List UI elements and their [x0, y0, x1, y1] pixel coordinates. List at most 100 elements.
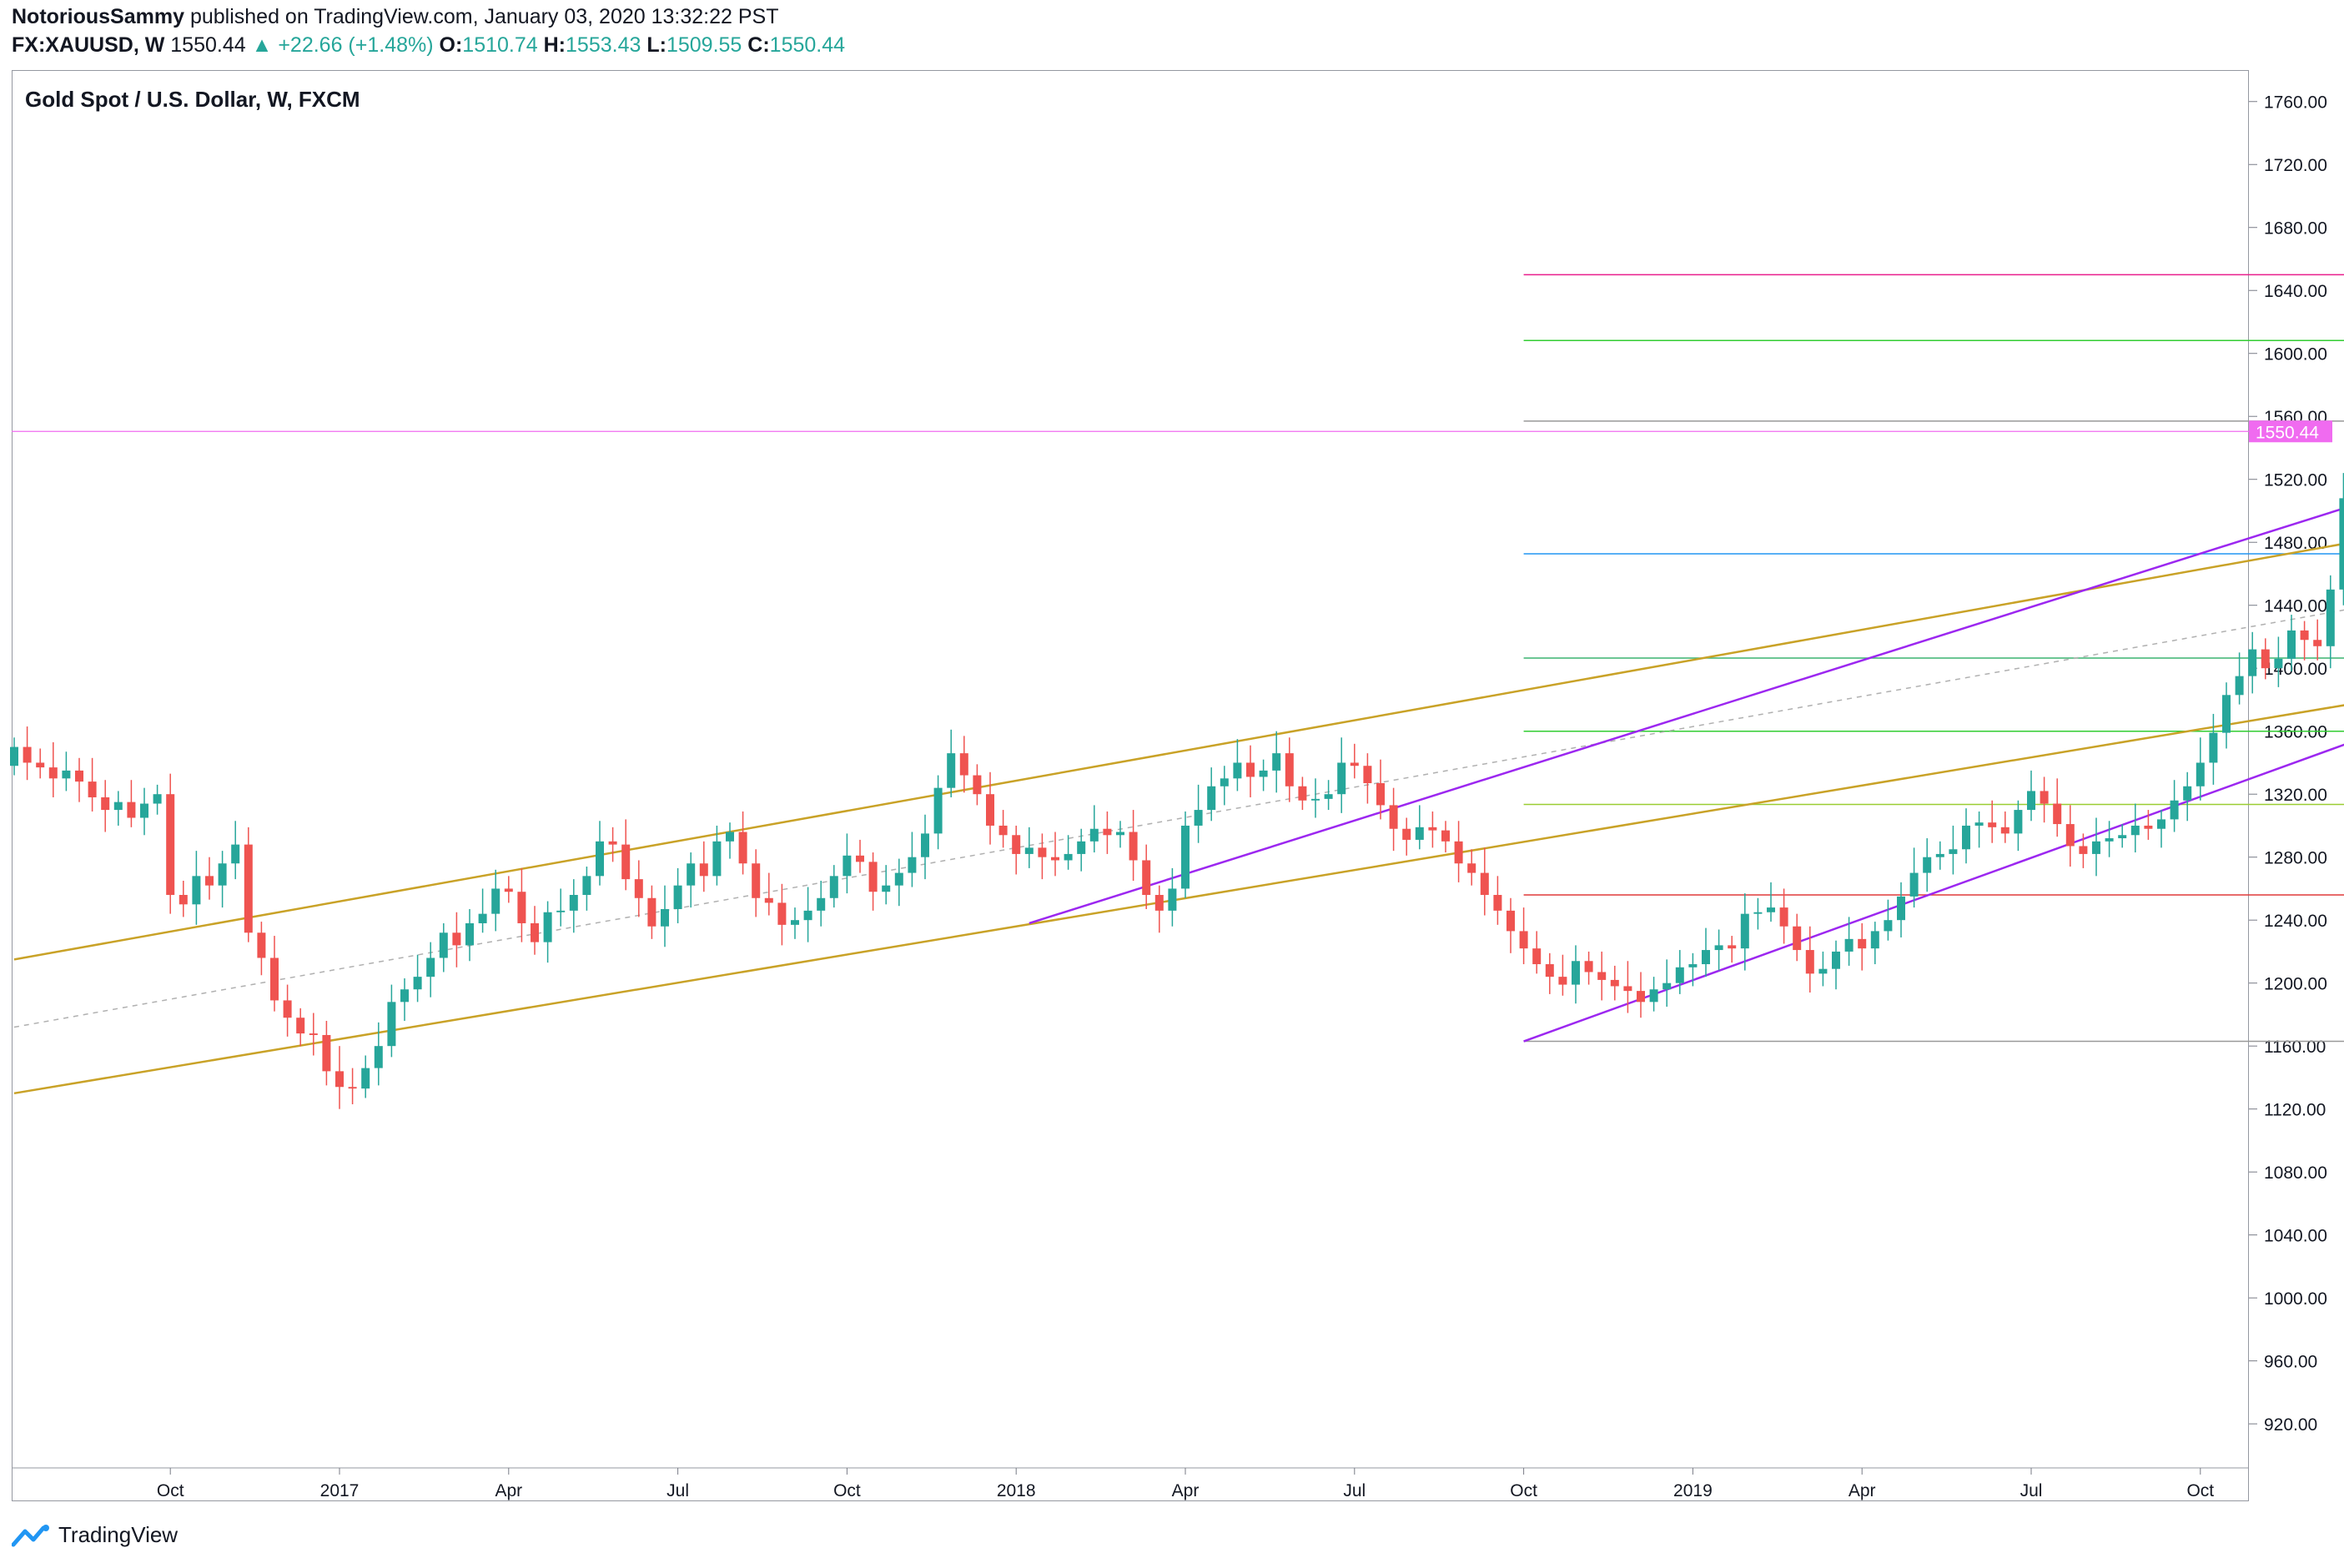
candle-body[interactable] [2287, 630, 2296, 659]
candle-body[interactable] [1793, 926, 1802, 951]
candle-body[interactable] [647, 897, 656, 927]
candle-body[interactable] [1024, 847, 1034, 854]
candle-body[interactable] [166, 794, 175, 895]
candle-body[interactable] [2000, 827, 2010, 834]
candle-body[interactable] [127, 802, 136, 818]
candle-body[interactable] [908, 857, 917, 873]
candle-body[interactable] [1870, 931, 1879, 949]
candle-body[interactable] [1740, 913, 1749, 949]
candle-body[interactable] [1805, 950, 1814, 974]
candle-body[interactable] [998, 825, 1008, 836]
candle-body[interactable] [1702, 950, 1710, 965]
candle-body[interactable] [1923, 857, 1932, 873]
candle-body[interactable] [439, 932, 448, 958]
candle-body[interactable] [803, 910, 812, 921]
candle-body[interactable] [2027, 791, 2035, 811]
candle-body[interactable] [2105, 838, 2114, 842]
candle-body[interactable] [2118, 835, 2127, 839]
candle-body[interactable] [1480, 872, 1489, 895]
candle-body[interactable] [1376, 782, 1385, 806]
candle-body[interactable] [868, 862, 878, 892]
candle-body[interactable] [556, 910, 566, 912]
candle-body[interactable] [1363, 766, 1372, 783]
candle-body[interactable] [2092, 841, 2100, 854]
candle-body[interactable] [465, 922, 474, 946]
candle-body[interactable] [1103, 828, 1112, 836]
candle-body[interactable] [531, 922, 539, 942]
candle-body[interactable] [608, 841, 617, 845]
candle-body[interactable] [1194, 810, 1203, 826]
candle-body[interactable] [921, 833, 929, 857]
candle-body[interactable] [2339, 498, 2344, 590]
candle-body[interactable] [2222, 695, 2231, 733]
candle-body[interactable] [1207, 786, 1216, 811]
candle-body[interactable] [400, 989, 409, 1003]
candle-body[interactable] [1337, 762, 1346, 795]
candle-body[interactable] [88, 781, 97, 797]
candle-body[interactable] [478, 913, 487, 923]
candle-body[interactable] [947, 753, 956, 788]
candle-body[interactable] [1714, 945, 1723, 951]
candle-body[interactable] [322, 1034, 331, 1072]
candle-body[interactable] [218, 863, 227, 886]
candle-body[interactable] [179, 894, 188, 905]
candle-body[interactable] [1649, 989, 1658, 1003]
tradingview-footer[interactable]: TradingView [12, 1522, 178, 1548]
candle-body[interactable] [894, 872, 903, 886]
candle-body[interactable] [764, 897, 773, 903]
candle-body[interactable] [2261, 649, 2270, 669]
trendline-gray-dashed-mid[interactable] [13, 561, 2344, 1028]
candle-body[interactable] [1402, 828, 1411, 840]
candle-body[interactable] [1909, 872, 1919, 897]
candle-body[interactable] [2014, 810, 2023, 834]
candle-body[interactable] [1884, 920, 1893, 932]
candle-body[interactable] [2300, 630, 2309, 641]
candle-body[interactable] [1220, 778, 1229, 787]
candle-body[interactable] [1324, 794, 1333, 799]
candle-body[interactable] [361, 1068, 370, 1089]
candle-body[interactable] [413, 977, 422, 990]
candle-body[interactable] [1779, 907, 1788, 927]
candle-body[interactable] [543, 912, 552, 942]
candle-body[interactable] [140, 803, 148, 818]
candle-body[interactable] [2130, 825, 2140, 836]
candle-body[interactable] [1493, 894, 1502, 911]
candle-body[interactable] [2053, 803, 2062, 825]
candle-body[interactable] [1428, 827, 1437, 831]
candle-body[interactable] [1688, 964, 1698, 967]
candle-body[interactable] [504, 888, 513, 892]
candle-body[interactable] [1610, 979, 1619, 987]
candle-body[interactable] [2196, 762, 2205, 787]
candle-body[interactable] [1597, 972, 1607, 980]
candle-body[interactable] [192, 876, 201, 905]
candle-body[interactable] [986, 794, 994, 826]
candle-body[interactable] [1233, 762, 1242, 779]
candle-body[interactable] [101, 797, 110, 811]
candle-body[interactable] [1298, 786, 1307, 801]
candle-body[interactable] [1858, 938, 1867, 949]
candle-body[interactable] [959, 753, 968, 776]
candle-body[interactable] [1129, 832, 1138, 861]
candle-body[interactable] [1988, 822, 1997, 827]
candle-body[interactable] [1454, 841, 1463, 864]
candle-body[interactable] [752, 863, 761, 898]
candle-body[interactable] [1949, 849, 1958, 854]
candle-body[interactable] [1181, 825, 1190, 889]
candle-body[interactable] [2235, 676, 2244, 696]
candle-body[interactable] [348, 1087, 357, 1089]
candle-body[interactable] [1012, 835, 1021, 854]
candle-body[interactable] [2326, 589, 2335, 646]
candle-body[interactable] [1935, 853, 1944, 857]
candle-body[interactable] [1962, 825, 1970, 850]
candle-body[interactable] [1311, 798, 1320, 801]
candle-body[interactable] [283, 1000, 292, 1018]
candle-body[interactable] [1142, 860, 1151, 895]
author-name[interactable]: NotoriousSammy [12, 5, 184, 28]
candle-body[interactable] [1506, 910, 1515, 932]
trendline-purple-channel-lower[interactable] [1523, 636, 2344, 1043]
candle-body[interactable] [517, 892, 526, 923]
candle-body[interactable] [1089, 828, 1099, 842]
candle-body[interactable] [1038, 847, 1047, 857]
candle-body[interactable] [817, 897, 826, 911]
candle-body[interactable] [829, 876, 838, 898]
